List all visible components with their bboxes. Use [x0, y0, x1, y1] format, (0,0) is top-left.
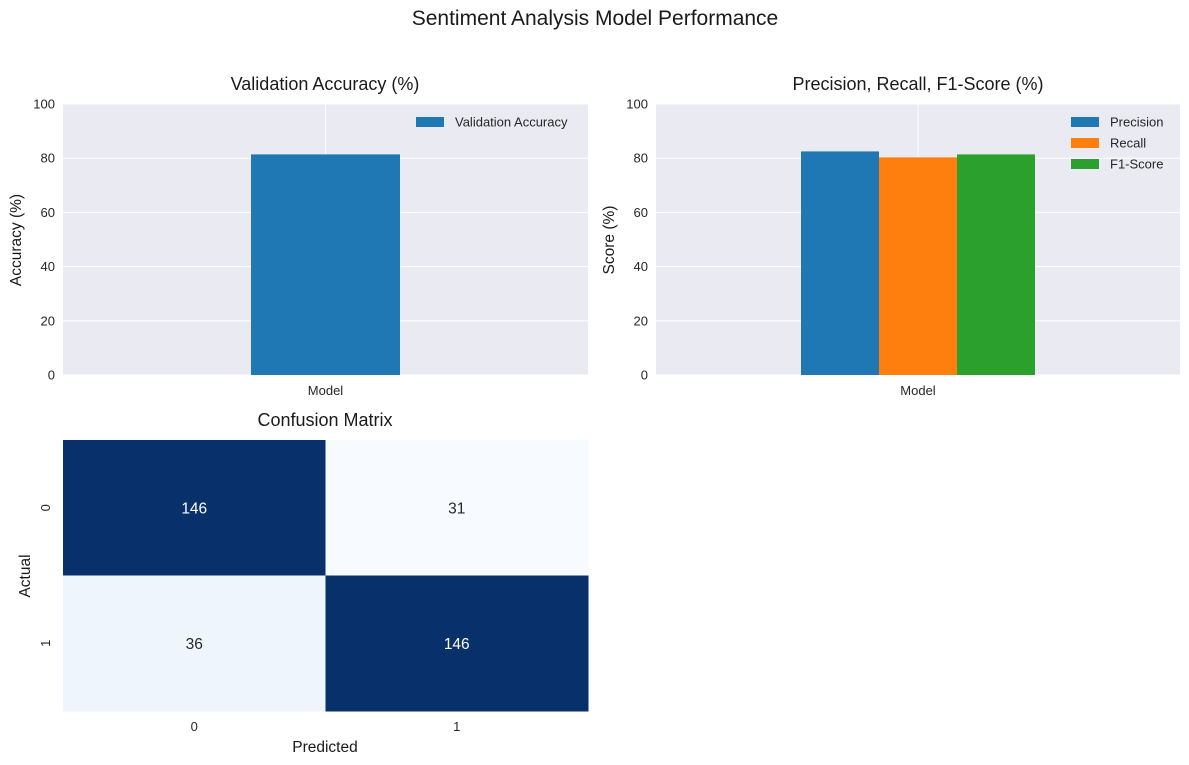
legend-label: Validation Accuracy — [455, 115, 568, 130]
confusion-matrix-y-axis-label: Actual — [17, 554, 34, 597]
y-tick-label: 100 — [33, 97, 55, 112]
precision-recall-f1-chart: 0 20 40 60 80 100 Model Precision, Recall, F1… — [601, 74, 1180, 398]
cell-value-label: 36 — [186, 636, 203, 653]
y-tick-label: 80 — [41, 151, 55, 166]
legend-label: Precision — [1110, 115, 1163, 130]
prf-x-ticks: Model — [900, 383, 936, 398]
confusion-matrix-title: Confusion Matrix — [257, 410, 392, 430]
y-tick-label: 80 — [634, 151, 648, 166]
x-tick-label: 0 — [191, 719, 198, 734]
accuracy-bars — [251, 154, 400, 375]
y-tick-label: 40 — [634, 259, 648, 274]
prf-y-axis-label: Score (%) — [601, 206, 618, 275]
confusion-matrix-cell — [63, 575, 326, 712]
x-tick-label: Model — [308, 383, 344, 398]
y-tick-label: 0 — [48, 368, 55, 383]
legend-label: Recall — [1110, 136, 1146, 151]
confusion-matrix-y-ticks: 01 — [38, 504, 53, 647]
prf-chart-title: Precision, Recall, F1-Score (%) — [792, 74, 1043, 94]
confusion-matrix-cells: 146 31 36 146 — [63, 440, 589, 712]
y-tick-label: 0 — [641, 368, 648, 383]
prf-legend: Precision Recall F1-Score — [1071, 115, 1163, 172]
confusion-matrix-cell — [325, 575, 589, 712]
legend-swatch — [416, 117, 444, 127]
legend-label: F1-Score — [1110, 157, 1163, 172]
y-tick-label: 20 — [41, 313, 55, 328]
accuracy-x-ticks: Model — [308, 383, 344, 398]
cell-value-label: 146 — [181, 500, 207, 517]
accuracy-chart: 0 20 40 60 80 100 Model Validation Accuracy (… — [8, 74, 588, 398]
x-tick-label: Model — [900, 383, 936, 398]
confusion-matrix-x-axis-label: Predicted — [292, 739, 357, 756]
accuracy-y-ticks: 0 20 40 60 80 100 — [33, 97, 55, 383]
legend-swatch — [1071, 159, 1099, 169]
y-tick-label: 100 — [626, 97, 648, 112]
y-tick-label: 60 — [634, 205, 648, 220]
y-tick-label: 40 — [41, 259, 55, 274]
legend-swatch — [1071, 117, 1099, 127]
x-tick-label: 1 — [453, 719, 460, 734]
bar-precision — [801, 151, 879, 375]
y-tick-label: 0 — [38, 504, 53, 511]
prf-y-ticks: 0 20 40 60 80 100 — [626, 97, 648, 383]
cell-value-label: 146 — [444, 636, 470, 653]
y-tick-label: 20 — [634, 313, 648, 328]
bar-f1-score — [957, 154, 1035, 375]
bar-validation-accuracy — [251, 154, 400, 375]
prf-bars — [801, 151, 1035, 375]
accuracy-y-axis-label: Accuracy (%) — [8, 194, 25, 286]
cell-value-label: 31 — [448, 500, 465, 517]
figure-title: Sentiment Analysis Model Performance — [412, 7, 779, 30]
legend-swatch — [1071, 138, 1099, 148]
accuracy-chart-title: Validation Accuracy (%) — [231, 74, 420, 94]
y-tick-label: 1 — [38, 640, 53, 647]
accuracy-legend: Validation Accuracy — [416, 115, 568, 130]
bar-recall — [879, 157, 957, 375]
confusion-matrix-cell — [325, 440, 589, 576]
y-tick-label: 60 — [41, 205, 55, 220]
confusion-matrix-cell — [63, 440, 326, 576]
